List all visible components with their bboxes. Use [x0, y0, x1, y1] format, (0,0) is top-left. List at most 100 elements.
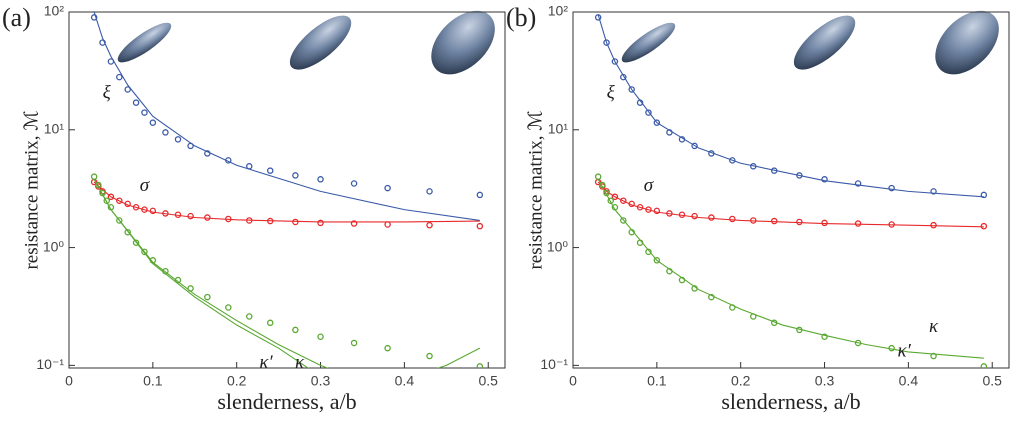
data-point — [888, 184, 895, 192]
particle-image — [793, 15, 856, 70]
data-point — [132, 239, 140, 246]
y-tick-label: 10² — [44, 3, 65, 19]
data-point — [350, 339, 358, 347]
x-tick-label: 0.5 — [478, 373, 498, 389]
x-tick-label: 0.5 — [982, 373, 1002, 389]
data-point — [384, 221, 391, 228]
curve-label: ξ — [607, 83, 616, 104]
data-point — [426, 352, 433, 360]
data-point — [116, 197, 123, 204]
data-point — [729, 157, 736, 164]
y-tick-label: 10⁰ — [547, 238, 569, 254]
data-point — [350, 220, 358, 227]
data-point — [225, 304, 232, 311]
data-point — [204, 293, 211, 301]
data-point — [116, 217, 123, 224]
y-axis-label: resistance matrix, ℳ — [21, 110, 42, 269]
data-point — [603, 39, 610, 46]
data-point — [266, 167, 274, 174]
data-point — [141, 109, 148, 116]
y-tick-label: 10¹ — [44, 120, 65, 136]
data-point — [141, 206, 148, 213]
data-point — [980, 222, 988, 230]
data-point — [821, 333, 828, 340]
x-tick-label: 0 — [65, 373, 73, 389]
data-point — [980, 191, 988, 199]
data-point — [691, 212, 698, 220]
data-point — [611, 58, 619, 65]
curve-label: ξ — [103, 83, 112, 104]
data-point — [653, 257, 661, 264]
data-line — [597, 181, 984, 228]
data-point — [636, 203, 644, 211]
data-point — [729, 215, 736, 223]
data-point — [350, 180, 358, 187]
data-point — [476, 363, 484, 368]
data-point — [821, 219, 828, 227]
y-tick-label: 10² — [548, 3, 569, 19]
data-point — [854, 220, 862, 227]
x-tick-label: 0.3 — [311, 373, 331, 389]
curve-label: σ — [140, 175, 150, 196]
y-tick-label: 10⁻¹ — [540, 356, 568, 372]
data-point — [930, 352, 937, 360]
data-point — [141, 248, 148, 256]
plot-frame — [68, 11, 506, 369]
data-point — [708, 214, 715, 221]
curve-label: κ′ — [259, 352, 273, 373]
data-point — [594, 173, 602, 180]
data-point — [116, 73, 123, 81]
x-tick-label: 0.3 — [815, 373, 835, 389]
data-point — [246, 313, 253, 320]
data-point — [317, 333, 324, 340]
particle-image — [289, 15, 352, 70]
data-point — [611, 193, 619, 201]
data-point — [426, 188, 433, 195]
data-point — [645, 206, 652, 213]
data-point — [132, 99, 140, 106]
x-tick-label: 0.4 — [395, 373, 415, 389]
y-tick-label: 10¹ — [548, 120, 569, 136]
data-point — [645, 248, 652, 256]
particle-image — [431, 10, 495, 75]
particle-image — [621, 22, 676, 63]
x-tick-label: 0.1 — [143, 373, 163, 389]
data-line — [597, 14, 984, 198]
data-point — [930, 188, 937, 195]
curve-label: κ — [929, 316, 939, 337]
data-point — [645, 109, 652, 116]
data-line — [93, 12, 480, 221]
data-point — [149, 119, 157, 126]
plot-frame — [572, 11, 1010, 369]
panel-label: (a) — [2, 3, 31, 32]
data-point — [854, 180, 862, 187]
data-point — [292, 172, 299, 179]
data-line — [93, 181, 480, 223]
data-point — [426, 221, 433, 229]
y-axis-label: resistance matrix, ℳ — [525, 110, 546, 269]
particle-image — [935, 10, 999, 75]
data-point — [90, 14, 98, 21]
data-point — [99, 189, 106, 197]
data-point — [107, 193, 115, 201]
data-point — [384, 344, 391, 352]
curve-label: κ — [295, 352, 305, 373]
data-point — [103, 197, 110, 204]
data-point — [132, 203, 140, 211]
x-tick-label: 0.2 — [731, 373, 751, 389]
data-point — [266, 319, 274, 327]
data-point — [292, 218, 299, 226]
curve-label: κ′ — [898, 340, 912, 361]
x-tick-label: 0.2 — [227, 373, 247, 389]
data-point — [620, 217, 627, 224]
data-line — [93, 179, 481, 368]
data-point — [90, 173, 98, 180]
x-axis-label: slenderness, a/b — [217, 389, 356, 414]
x-tick-label: 0 — [569, 373, 577, 389]
data-point — [317, 176, 324, 183]
y-tick-label: 10⁻¹ — [36, 356, 64, 372]
data-point — [603, 189, 610, 197]
data-point — [607, 197, 614, 204]
data-point — [821, 176, 828, 183]
x-tick-label: 0.1 — [647, 373, 667, 389]
